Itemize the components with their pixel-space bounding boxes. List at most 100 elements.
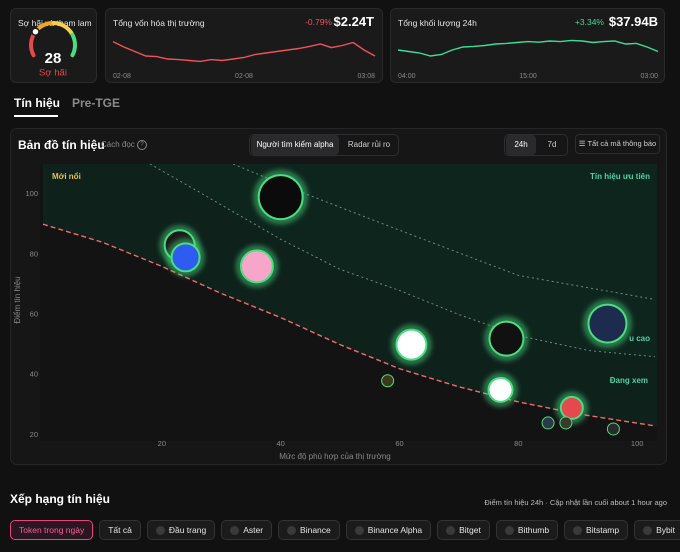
tab[interactable]: Tín hiệu: [14, 96, 60, 110]
period-button[interactable]: 24h: [506, 135, 536, 155]
x-tick-label: 03:08: [357, 73, 375, 80]
chip-icon: [155, 525, 165, 535]
token: [381, 374, 395, 388]
token: [395, 328, 428, 361]
mode-toggle: Người tìm kiếm alpha Radar rủi ro: [249, 134, 399, 156]
chip-label: Aster: [243, 525, 264, 535]
chip-icon: [643, 525, 653, 535]
gauge-marker: [31, 27, 40, 36]
mode-button[interactable]: Radar rủi ro: [347, 140, 391, 149]
token: [559, 395, 584, 420]
gauge-label: Sợ hãi: [39, 68, 67, 79]
token: [559, 416, 573, 430]
filter-chip[interactable]: Token trong ngày: [10, 520, 94, 540]
tab[interactable]: Pre-TGE: [72, 96, 121, 110]
token: [541, 416, 555, 430]
ranking-title: Xếp hạng tín hiệu: [10, 492, 111, 506]
x-tick-label: 15:00: [519, 73, 537, 80]
filter-chip[interactable]: Aster: [221, 520, 273, 540]
x-tick-label: 60: [395, 439, 403, 448]
token-filter[interactable]: ☰ Tất cả mã thông báo: [575, 134, 660, 154]
total: $2.24T: [333, 14, 374, 29]
period-button[interactable]: 7d: [547, 140, 557, 149]
zone-label: Đang xem: [610, 376, 648, 385]
total: $37.94B: [608, 14, 658, 29]
x-tick-label: 20: [158, 439, 166, 448]
chip-icon: [354, 525, 364, 535]
token-glow: [254, 171, 307, 224]
x-tick-label: 40: [276, 439, 284, 448]
token: [487, 376, 514, 403]
y-tick-label: 20: [30, 430, 38, 439]
token-glow: [584, 300, 631, 347]
filter-chip[interactable]: Bitget: [437, 520, 490, 540]
chip-label: Token trong ngày: [19, 525, 85, 535]
chip-label: Binance: [300, 525, 331, 535]
zones: [40, 164, 657, 441]
mode-button[interactable]: Người tìm kiếm alpha: [251, 135, 339, 155]
x-tick-label: 03:00: [640, 73, 658, 80]
filter-chip[interactable]: Đầu trang: [146, 520, 216, 540]
chip-icon: [446, 525, 456, 535]
gauge-arc: [51, 21, 74, 36]
panel-title: Bản đồ tín hiệu: [18, 138, 105, 152]
chip-icon: [230, 525, 240, 535]
chip-icon: [573, 525, 583, 535]
token: [488, 320, 525, 357]
token: [239, 249, 274, 284]
change: +3.34%: [574, 17, 604, 27]
gauge-value: 28: [45, 50, 62, 67]
x-tick-label: 100: [631, 439, 644, 448]
token: [587, 303, 628, 344]
token-glow: [236, 246, 277, 287]
chip-label: Bithumb: [517, 525, 550, 535]
y-tick-label: 80: [30, 249, 38, 258]
ranking-subtitle: Điểm tín hiệu 24h · Cập nhật lần cuối ab…: [484, 498, 667, 507]
gauge-arc: [29, 32, 36, 58]
volume-card: Tổng khối lượng 24h +3.34% $37.94B: [390, 8, 665, 83]
tab-underline: [14, 115, 58, 117]
market-cap-card: Tổng vốn hóa thị trường -0.79% $2.24T: [105, 8, 383, 83]
x-tick-label: 02-08: [235, 73, 253, 80]
filter-text: Tất cả mã thông báo: [587, 139, 657, 148]
filter-chip[interactable]: Tất cả: [99, 520, 141, 540]
zone-label: Mới nổi: [52, 172, 81, 181]
how-to-text: Cách đọc: [101, 140, 135, 150]
chip-label: Tất cả: [108, 525, 132, 535]
filter-chip[interactable]: Bybit: [634, 520, 680, 540]
chip-label: Bitstamp: [586, 525, 620, 535]
y-tick-label: 60: [30, 310, 38, 319]
token-glow: [484, 373, 517, 406]
gauge-arc: [70, 32, 77, 58]
help-icon: ?: [137, 140, 148, 150]
x-tick-label: 80: [514, 439, 522, 448]
card-title: Tổng khối lượng 24h: [398, 18, 477, 28]
filter-chip[interactable]: Bithumb: [495, 520, 559, 540]
x-tick-label: 02-08: [113, 73, 131, 80]
sparkline: [397, 39, 659, 57]
zone-boundary: [149, 164, 656, 358]
filter-chip[interactable]: Bitstamp: [564, 520, 629, 540]
chip-label: Binance Alpha: [367, 525, 423, 535]
filter-chip[interactable]: Binance: [278, 520, 340, 540]
chip-label: Bybit: [656, 525, 676, 535]
x-tick-label: 04:00: [398, 73, 416, 80]
token: [257, 174, 304, 221]
zone-boundary: [42, 223, 656, 427]
change: -0.79%: [305, 17, 332, 27]
card-title: Tổng vốn hóa thị trường: [113, 18, 205, 28]
y-tick-label: 40: [30, 370, 38, 379]
how-to-read[interactable]: Cách đọc ?: [101, 140, 148, 150]
token-glow: [167, 239, 204, 276]
filter-chips: Token trong ngày Tất cả Đầu trang Aster Bina…: [10, 520, 680, 542]
sparkline: [112, 40, 376, 63]
zone-fill: [43, 164, 657, 426]
filter-chip[interactable]: Binance Alpha: [345, 520, 432, 540]
chip-icon: [287, 525, 297, 535]
token: [606, 422, 620, 436]
chip-label: Đầu trang: [168, 525, 207, 535]
chip-icon: [504, 525, 514, 535]
y-axis-label: Điểm tín hiệu: [13, 276, 22, 323]
